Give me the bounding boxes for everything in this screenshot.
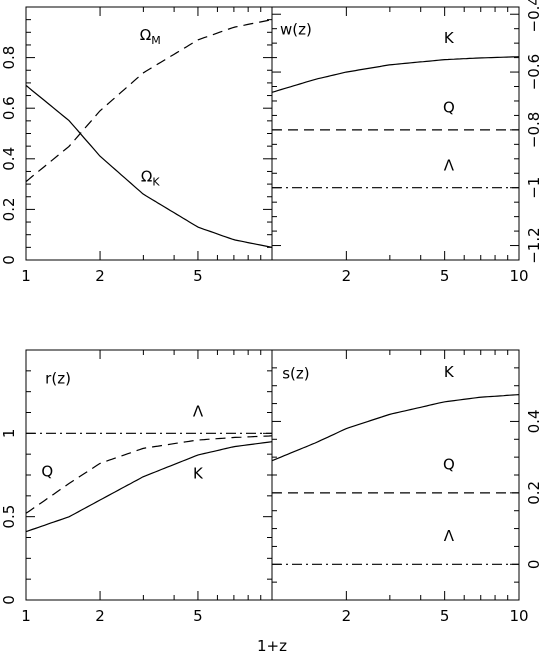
curve-annotation: Λ [444, 527, 455, 545]
x-tick-label: 1 [21, 267, 31, 285]
series-dashed-line [25, 19, 273, 183]
x-tick-label: 10 [509, 267, 528, 285]
curve-annotation: K [193, 464, 204, 482]
panel-br: 2 5 10 0 0.2 0.4 s(z) K Q Λ [271, 349, 543, 625]
curve-annotation: Λ [444, 156, 455, 174]
panel-tr: 2 5 10 −1.2 −1 −0.8 −0.6 −0.4 w(z) K Q Λ [271, 0, 543, 285]
y-tick-label: 0.4 [0, 147, 18, 171]
x-tick-label: 10 [509, 607, 528, 625]
plot-frame [271, 349, 520, 601]
y-tick-label: 0.5 [0, 505, 18, 529]
y-tick-label: 0.8 [0, 46, 18, 70]
curve-annotation: Q [443, 99, 455, 117]
plot-frame [271, 6, 520, 261]
x-tick-label: 1 [21, 607, 31, 625]
curve-annotation: K [444, 29, 455, 47]
y-tick-label: 0.2 [525, 481, 543, 505]
x-tick-label: 2 [342, 607, 352, 625]
series-solid-line [271, 394, 520, 462]
series-dashed-line [25, 435, 273, 514]
curve-annotation: ΩK [141, 168, 160, 189]
panel-bl: 1 2 5 0 0.5 1 r(z) Λ Q K [0, 349, 273, 625]
y-tick-label: −1.2 [525, 227, 543, 263]
x-tick-label: 2 [342, 267, 352, 285]
x-tick-label: 5 [440, 267, 450, 285]
y-tick-label: −0.6 [525, 54, 543, 90]
series-solid-line [25, 84, 273, 248]
curve-annotation: Q [443, 456, 455, 474]
x-tick-label: 5 [193, 267, 203, 285]
plot-frame [25, 6, 273, 261]
y-tick-label: 0 [0, 255, 18, 265]
y-tick-label: 0 [525, 560, 543, 570]
y-tick-label: 1 [0, 429, 18, 439]
curve-annotation: r(z) [45, 369, 71, 387]
y-tick-label: −0.8 [525, 112, 543, 148]
curve-annotation: Q [41, 463, 53, 481]
series-solid-line [25, 441, 273, 533]
curve-annotation: Λ [193, 403, 204, 421]
curve-annotation: K [444, 363, 455, 381]
curve-annotation: s(z) [282, 365, 309, 383]
y-tick-label: 0.6 [0, 96, 18, 120]
y-tick-label: −0.4 [525, 0, 543, 32]
curve-annotation: w(z) [280, 20, 312, 38]
x-tick-label: 2 [95, 607, 105, 625]
x-tick-label: 5 [440, 607, 450, 625]
y-tick-label: −1 [525, 177, 543, 199]
x-tick-label: 2 [95, 267, 105, 285]
y-tick-label: 0.4 [525, 409, 543, 433]
series-solid-line [271, 56, 520, 93]
x-axis-label: 1+z [257, 637, 287, 655]
y-tick-label: 0.2 [0, 197, 18, 221]
curve-annotation: ΩM [140, 26, 161, 47]
panel-tl: 1 2 5 0 0.2 0.4 0.6 0.8 ΩM ΩK [0, 6, 273, 285]
y-tick-label: 0 [0, 595, 18, 605]
x-tick-label: 5 [193, 607, 203, 625]
